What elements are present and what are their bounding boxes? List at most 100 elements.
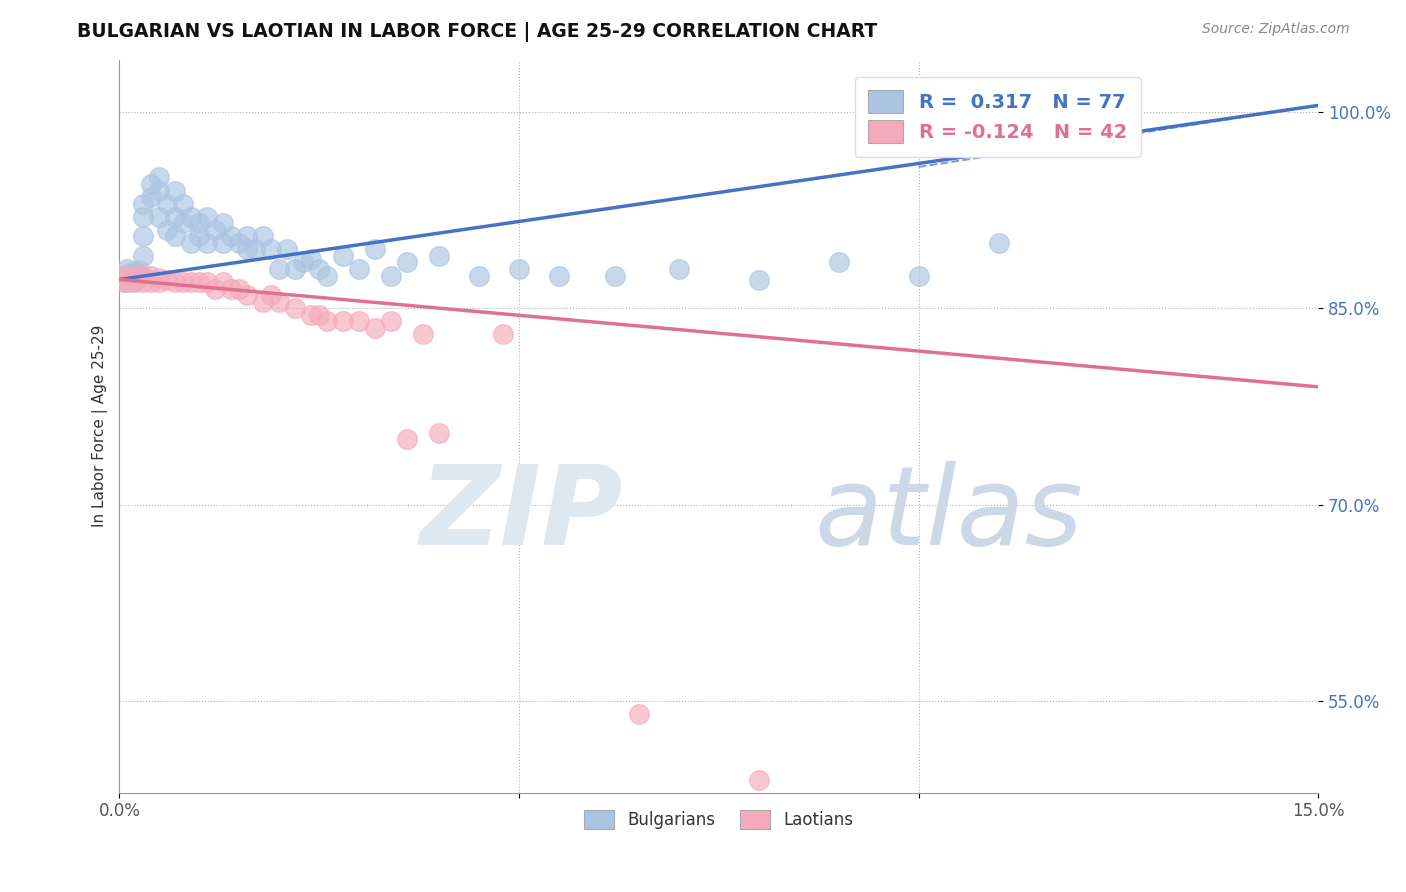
Point	[748, 272, 770, 286]
Text: ZIP: ZIP	[419, 460, 623, 567]
Point	[172, 196, 194, 211]
Point	[132, 196, 155, 211]
Point	[468, 268, 491, 283]
Point	[396, 255, 419, 269]
Point	[603, 268, 626, 283]
Point	[347, 314, 370, 328]
Point	[165, 184, 187, 198]
Point	[124, 275, 146, 289]
Point	[141, 177, 163, 191]
Point	[284, 262, 307, 277]
Point	[148, 271, 170, 285]
Point	[236, 288, 259, 302]
Point	[122, 265, 145, 279]
Point	[120, 269, 142, 284]
Point	[260, 243, 283, 257]
Point	[195, 275, 218, 289]
Point	[204, 282, 226, 296]
Point	[124, 271, 146, 285]
Point	[141, 268, 163, 283]
Text: atlas: atlas	[814, 460, 1084, 567]
Point	[117, 271, 139, 285]
Point	[172, 216, 194, 230]
Point	[396, 432, 419, 446]
Point	[180, 275, 202, 289]
Point	[115, 272, 138, 286]
Point	[548, 268, 571, 283]
Point	[228, 235, 250, 250]
Point	[299, 252, 322, 266]
Point	[114, 275, 136, 289]
Point	[128, 267, 150, 281]
Point	[412, 327, 434, 342]
Point	[204, 223, 226, 237]
Point	[188, 216, 211, 230]
Point	[112, 268, 135, 283]
Point	[269, 294, 291, 309]
Point	[212, 235, 235, 250]
Point	[115, 272, 138, 286]
Point	[132, 275, 155, 289]
Point	[427, 249, 450, 263]
Point	[627, 707, 650, 722]
Point	[125, 272, 148, 286]
Point	[188, 275, 211, 289]
Point	[141, 275, 163, 289]
Text: Source: ZipAtlas.com: Source: ZipAtlas.com	[1202, 22, 1350, 37]
Point	[141, 190, 163, 204]
Point	[228, 282, 250, 296]
Point	[269, 262, 291, 277]
Point	[120, 275, 142, 289]
Point	[132, 210, 155, 224]
Point	[132, 229, 155, 244]
Point	[212, 275, 235, 289]
Point	[148, 184, 170, 198]
Point	[212, 216, 235, 230]
Point	[172, 275, 194, 289]
Point	[117, 268, 139, 283]
Point	[118, 268, 141, 283]
Legend: Bulgarians, Laotians: Bulgarians, Laotians	[578, 803, 860, 836]
Point	[508, 262, 530, 277]
Point	[748, 772, 770, 787]
Point	[132, 249, 155, 263]
Point	[117, 272, 139, 286]
Point	[165, 210, 187, 224]
Point	[156, 272, 179, 286]
Point	[252, 229, 274, 244]
Point	[124, 274, 146, 288]
Point	[668, 262, 690, 277]
Point	[165, 229, 187, 244]
Point	[316, 314, 339, 328]
Point	[165, 275, 187, 289]
Point	[492, 327, 515, 342]
Point	[245, 243, 267, 257]
Point	[148, 275, 170, 289]
Point	[427, 425, 450, 440]
Point	[332, 314, 354, 328]
Point	[316, 268, 339, 283]
Point	[127, 269, 149, 284]
Point	[118, 274, 141, 288]
Point	[132, 268, 155, 283]
Point	[380, 314, 402, 328]
Point	[380, 268, 402, 283]
Point	[124, 266, 146, 280]
Point	[236, 229, 259, 244]
Point	[121, 271, 143, 285]
Point	[125, 267, 148, 281]
Point	[260, 288, 283, 302]
Point	[188, 229, 211, 244]
Point	[987, 235, 1010, 250]
Point	[284, 301, 307, 316]
Point	[332, 249, 354, 263]
Point	[347, 262, 370, 277]
Point	[252, 294, 274, 309]
Point	[292, 255, 315, 269]
Point	[364, 243, 387, 257]
Point	[156, 223, 179, 237]
Point	[118, 266, 141, 280]
Point	[195, 210, 218, 224]
Point	[221, 282, 243, 296]
Point	[180, 235, 202, 250]
